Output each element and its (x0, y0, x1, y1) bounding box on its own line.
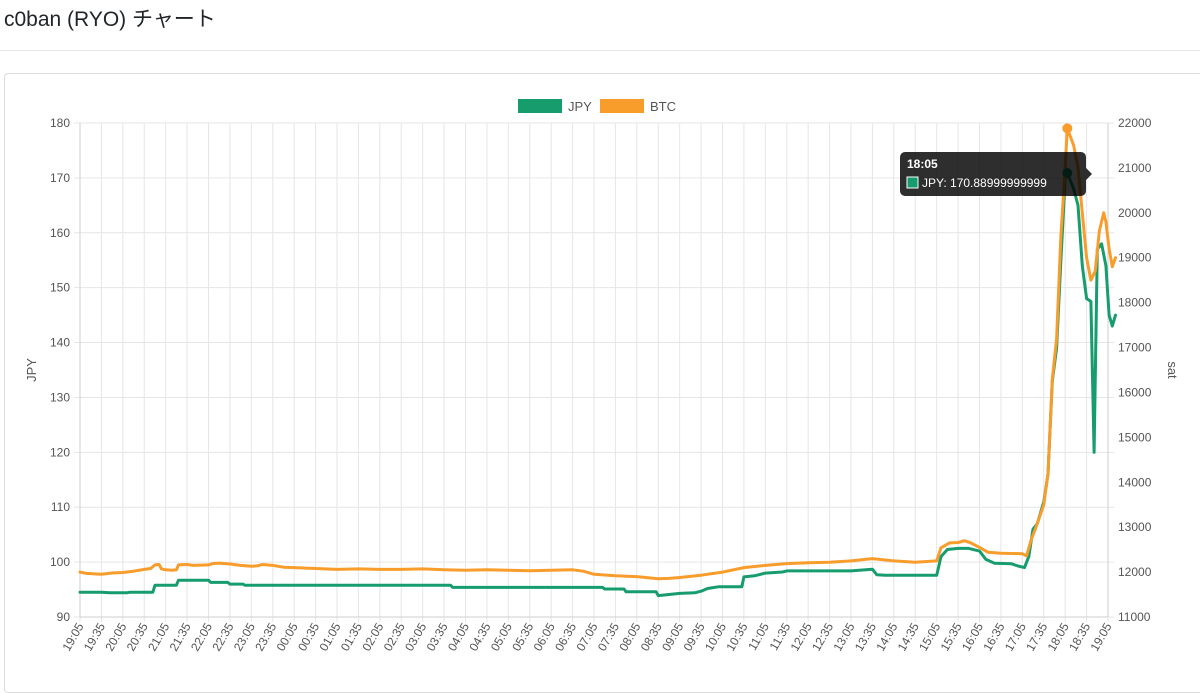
tooltip-label: JPY: 170.88999999999 (922, 176, 1047, 190)
y-left-tick-label: 180 (50, 116, 70, 130)
y-left-tick-label: 160 (50, 226, 70, 240)
y-left-tick-label: 100 (50, 555, 70, 569)
btc-hover-point (1062, 123, 1073, 134)
y-left-tick-label: 90 (57, 610, 71, 624)
tooltip-caret (1086, 168, 1092, 180)
price-chart[interactable]: 19:0519:3520:0520:3521:0521:3522:0522:35… (0, 0, 1200, 662)
y-right-tick-label: 18000 (1118, 296, 1152, 310)
legend[interactable]: JPY BTC (518, 99, 676, 114)
axes: 19:0519:3520:0520:3521:0521:3522:0522:35… (24, 116, 1180, 654)
y-left-tick-label: 130 (50, 390, 70, 404)
legend-label-btc[interactable]: BTC (650, 99, 676, 114)
legend-swatch-btc[interactable] (600, 99, 644, 113)
series-line-jpy (78, 171, 1117, 598)
y-right-tick-label: 12000 (1118, 565, 1152, 579)
y-right-tick-label: 15000 (1118, 430, 1152, 444)
y-right-tick-label: 13000 (1118, 520, 1152, 534)
page-title: c0ban (RYO) チャート (4, 8, 216, 31)
y-right-tick-label: 20000 (1118, 206, 1152, 220)
tooltip-title: 18:05 (907, 157, 938, 171)
tooltip-swatch (906, 176, 919, 189)
y-right-axis-title: sat (1165, 361, 1180, 379)
y-right-tick-label: 17000 (1118, 341, 1152, 355)
y-right-tick-label: 11000 (1118, 610, 1151, 624)
y-left-tick-label: 120 (50, 445, 70, 459)
y-left-tick-label: 110 (51, 500, 70, 514)
y-left-tick-label: 150 (50, 281, 70, 295)
series-line-btc (78, 126, 1117, 581)
y-right-tick-label: 22000 (1118, 116, 1152, 130)
title-divider (0, 50, 1200, 51)
tooltip-box (900, 152, 1086, 196)
x-tick-label: 11:05 (745, 620, 772, 653)
x-tick-label: 19:05 (1087, 620, 1114, 653)
y-left-tick-label: 140 (50, 336, 70, 350)
y-right-tick-label: 14000 (1118, 475, 1152, 489)
tooltip: 18:05 JPY: 170.88999999999 (900, 152, 1092, 196)
legend-label-jpy[interactable]: JPY (568, 99, 592, 114)
y-left-tick-label: 170 (50, 171, 70, 185)
y-right-tick-label: 19000 (1118, 251, 1152, 265)
y-left-axis-title: JPY (24, 358, 39, 382)
y-right-tick-label: 21000 (1118, 161, 1152, 175)
grid (74, 122, 1114, 622)
y-right-tick-label: 16000 (1118, 385, 1152, 399)
x-tick-label: 10:35 (723, 620, 750, 653)
legend-swatch-jpy[interactable] (518, 99, 562, 113)
